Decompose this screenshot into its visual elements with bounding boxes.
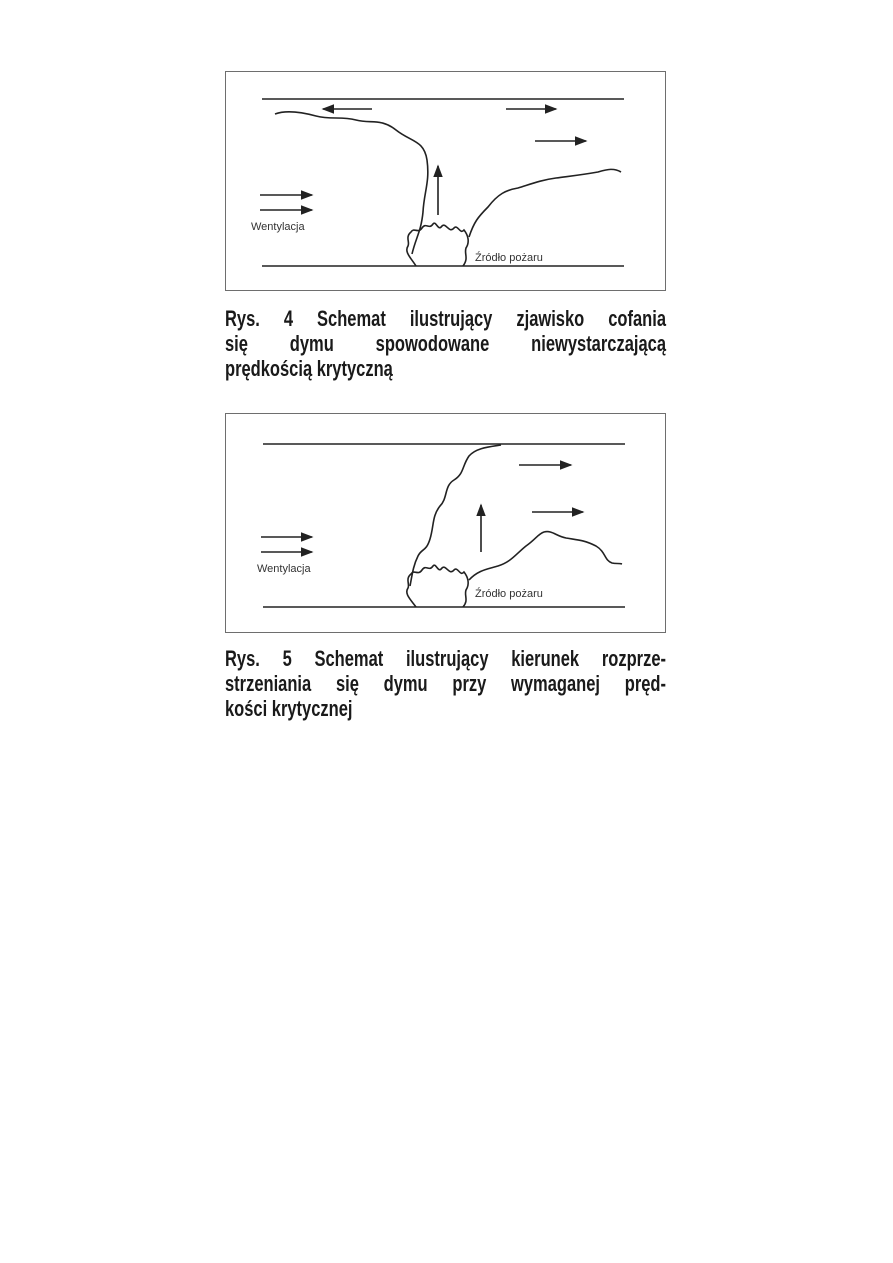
caption-line: prędkością krytyczną [225,356,393,381]
figure-4-caption: Rys. 4 Schemat ilustrujący zjawisko cofa… [225,306,666,381]
caption-line: strzeniania się dymu przy wymaganej pręd… [225,671,666,696]
caption-line: Rys. 4 Schemat ilustrujący zjawisko cofa… [225,306,666,331]
fire-source-icon [406,564,469,608]
smoke-upstream-boundary [409,444,502,587]
figure-5-diagram: Wentylacja Źródło pożaru [225,413,666,633]
caption-line: się dymu spowodowane niewystarczającą [225,331,666,356]
ventilation-label: Wentylacja [257,563,311,575]
smoke-downstream-boundary [468,168,622,238]
ventilation-label: Wentylacja [251,221,305,233]
figure-4-diagram: Wentylacja Źródło pożaru [225,71,666,291]
figure-5-caption: Rys. 5 Schemat ilustrujący kierunek rozp… [225,646,666,721]
fire-source-label: Źródło pożaru [475,251,543,264]
caption-line: kości krytycznej [225,696,353,721]
fire-source-icon [406,222,469,267]
smoke-backlayer-boundary [274,111,429,255]
caption-line: Rys. 5 Schemat ilustrujący kierunek rozp… [225,646,666,671]
smoke-downstream-boundary [468,530,623,581]
fire-source-label: Źródło pożaru [475,587,543,600]
